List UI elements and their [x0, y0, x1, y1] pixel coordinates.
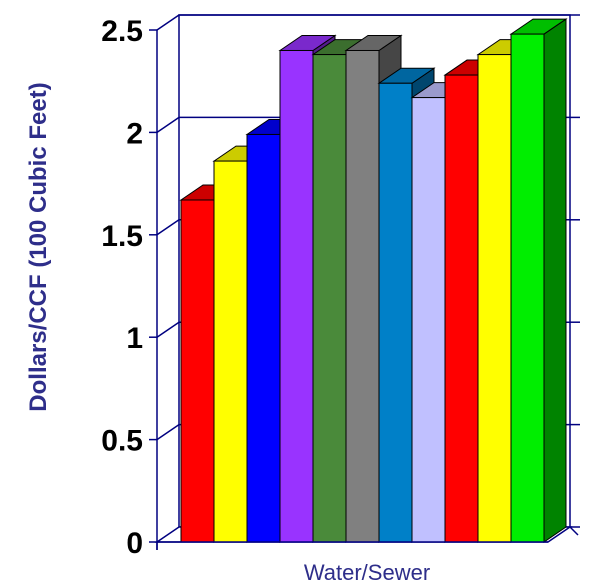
- y-tick-label: 2: [126, 117, 143, 150]
- y-tick-label: 1.5: [101, 220, 143, 253]
- y-tick-label: 0.5: [101, 425, 143, 458]
- y-tick-label: 0: [126, 527, 143, 560]
- bar: [509, 18, 568, 543]
- axes: [149, 29, 579, 550]
- bars: [179, 18, 568, 543]
- x-category-label: Water/Sewer: [304, 560, 430, 585]
- y-tick-labels: 0 0.5 1 1.5 2 2.5: [101, 15, 143, 560]
- y-tick-label: 1: [126, 322, 143, 355]
- gridline: [156, 14, 570, 31]
- y-axis-label: Dollars/CCF (100 Cubic Feet): [25, 82, 52, 411]
- y-tick-label: 2.5: [101, 15, 143, 48]
